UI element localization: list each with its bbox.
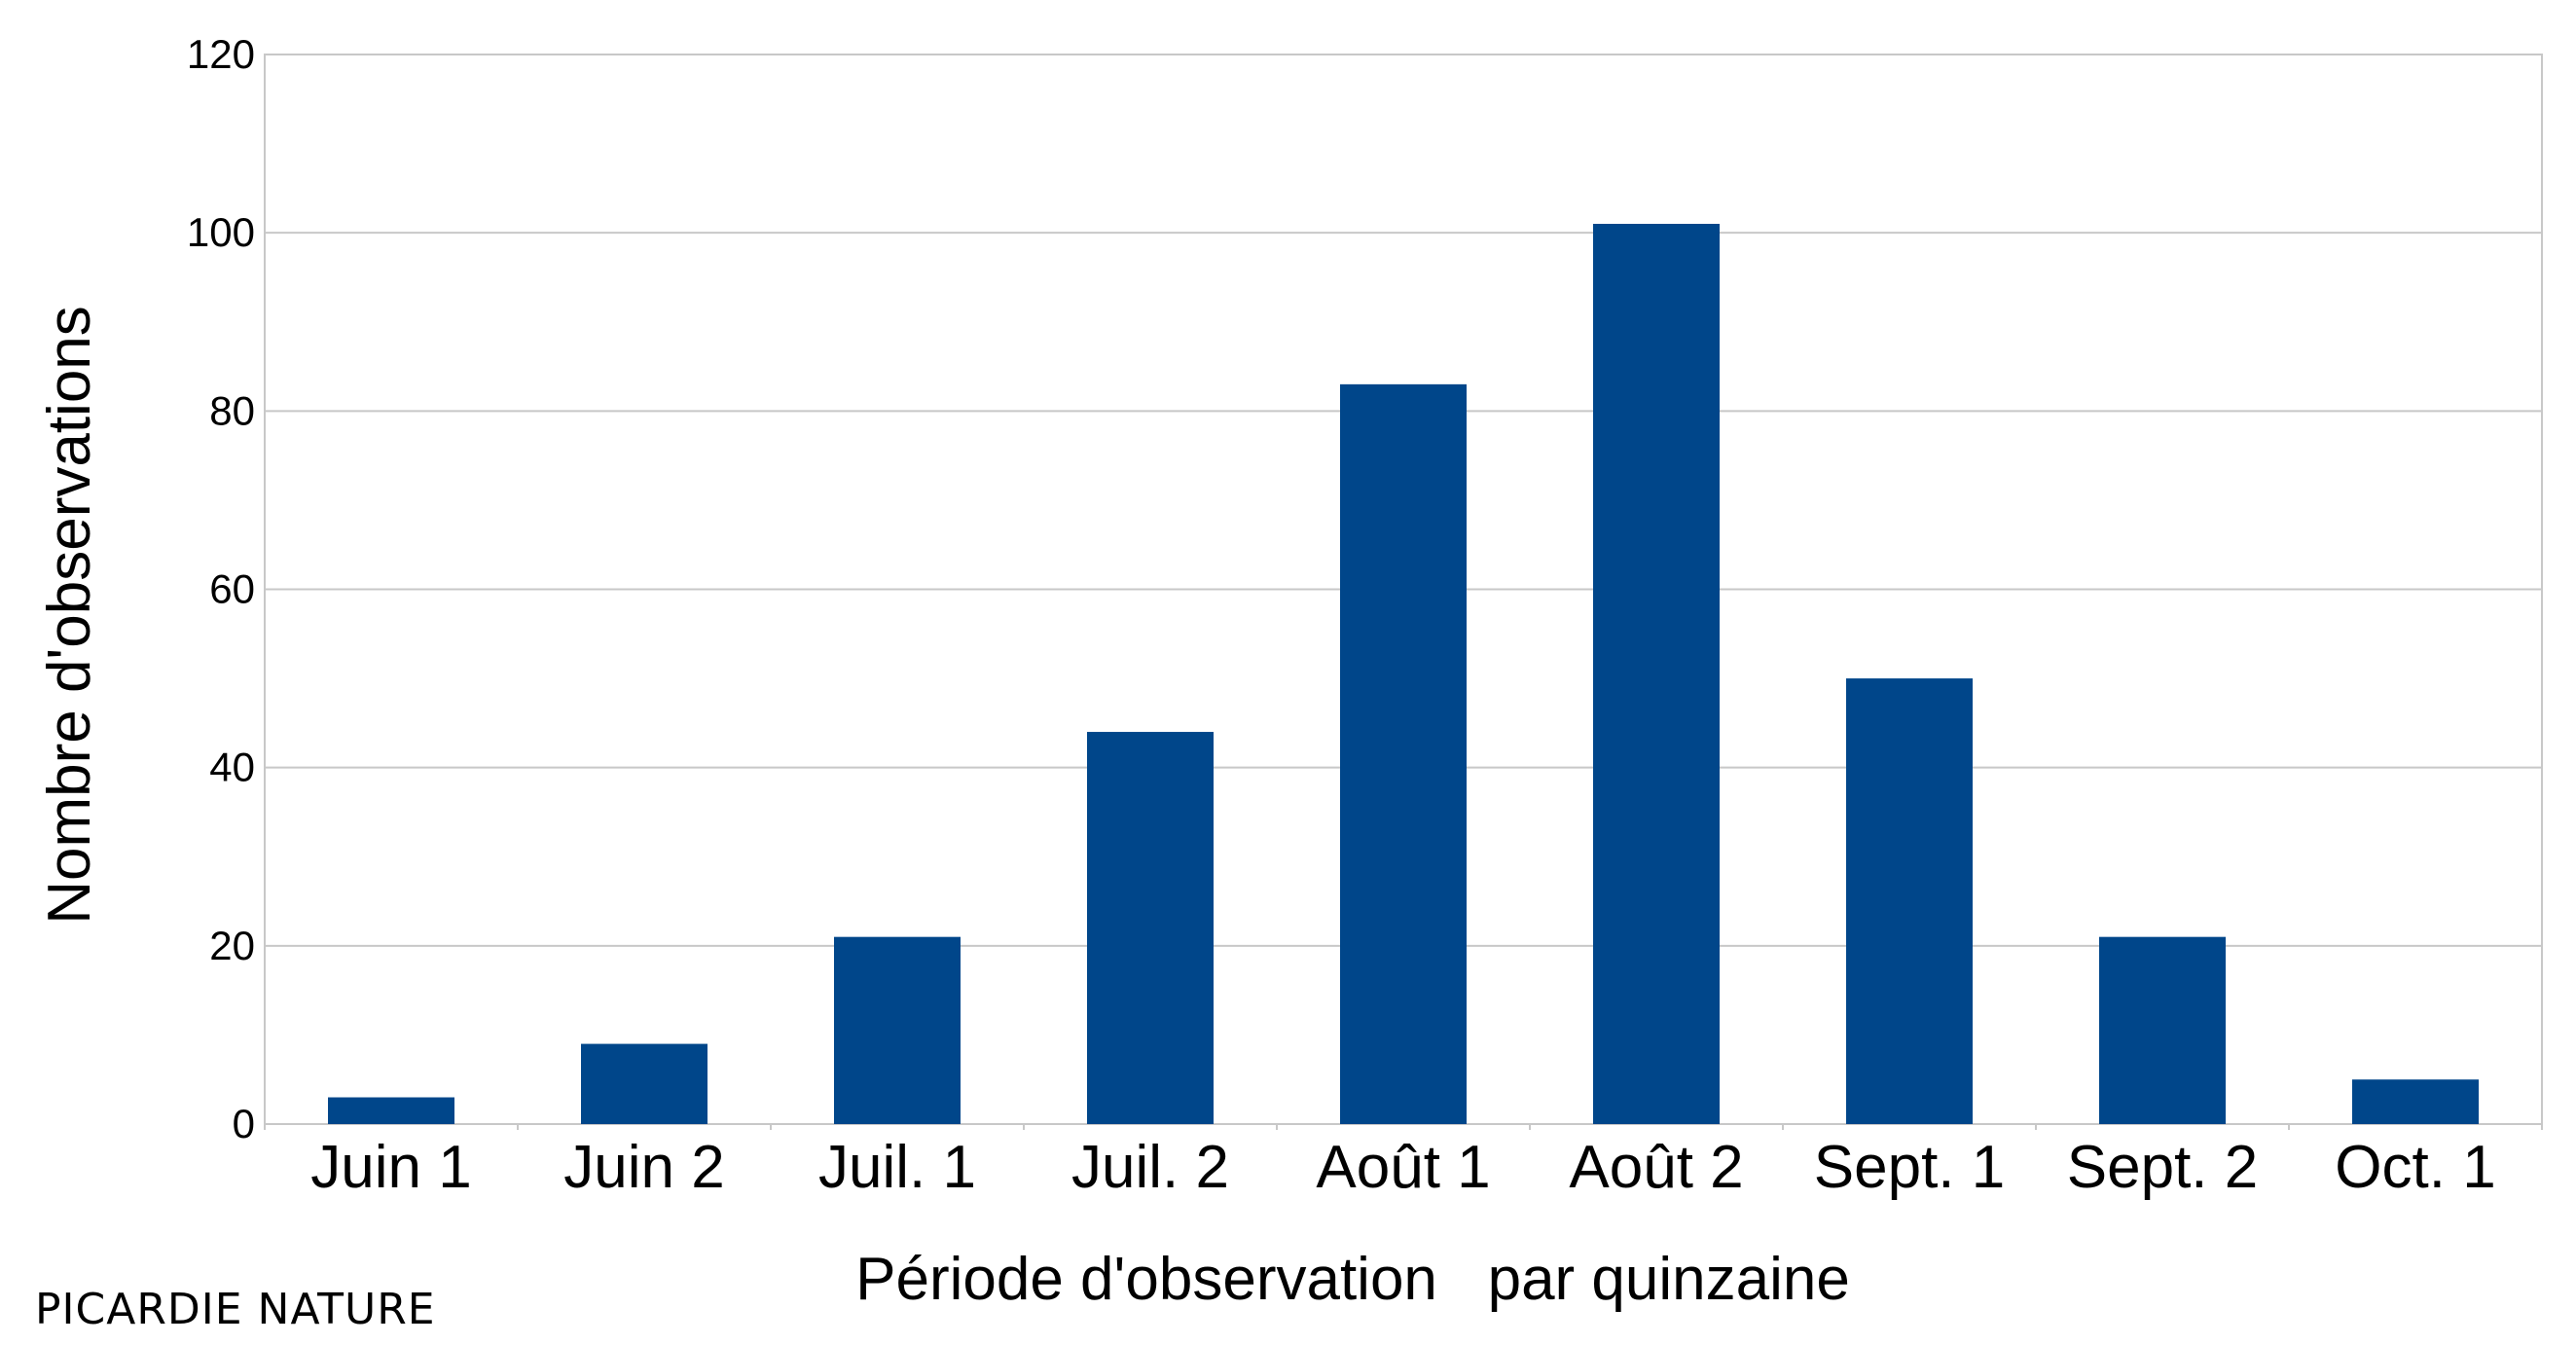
- x-tick-label: Sept. 1: [1814, 1134, 2005, 1201]
- y-tick-label: 60: [209, 566, 255, 612]
- x-tick-label: Juin 2: [563, 1134, 724, 1201]
- y-tick-label: 80: [209, 387, 255, 433]
- x-axis-title: Période d'observation par quinzaine: [855, 1246, 1850, 1313]
- bar: [834, 936, 961, 1124]
- x-tick-label: Août 1: [1316, 1134, 1490, 1201]
- y-tick-label: 120: [187, 31, 255, 77]
- bar: [1593, 224, 1720, 1125]
- bar: [328, 1097, 454, 1124]
- x-tick-label: Juin 1: [310, 1134, 471, 1201]
- bar: [1846, 678, 1973, 1124]
- y-tick-label: 0: [233, 1101, 255, 1146]
- bar: [1087, 732, 1214, 1124]
- bar: [2099, 936, 2226, 1124]
- x-tick-label: Juil. 1: [818, 1134, 976, 1201]
- y-axis-ticks: 0 20 40 60 80 100 120: [187, 31, 255, 1146]
- y-tick-label: 40: [209, 745, 255, 790]
- bar: [581, 1043, 707, 1124]
- x-tick-label: Août 2: [1569, 1134, 1743, 1201]
- picardie-nature-credit: PICARDIE NATURE: [35, 1285, 436, 1334]
- x-tick-label: Juil. 2: [1071, 1134, 1229, 1201]
- x-tick-label: Oct. 1: [2335, 1134, 2495, 1201]
- y-tick-label: 100: [187, 209, 255, 255]
- x-axis-ticks: Juin 1 Juin 2 Juil. 1 Juil. 2 Août 1 Août 2 Se…: [310, 1134, 2495, 1201]
- bar: [1340, 383, 1467, 1124]
- y-axis-title: Nombre d'observations: [36, 306, 103, 925]
- bars: [328, 224, 2479, 1125]
- y-tick-label: 20: [209, 923, 255, 968]
- bar: [2352, 1079, 2479, 1124]
- x-tick-label: Sept. 2: [2067, 1134, 2258, 1201]
